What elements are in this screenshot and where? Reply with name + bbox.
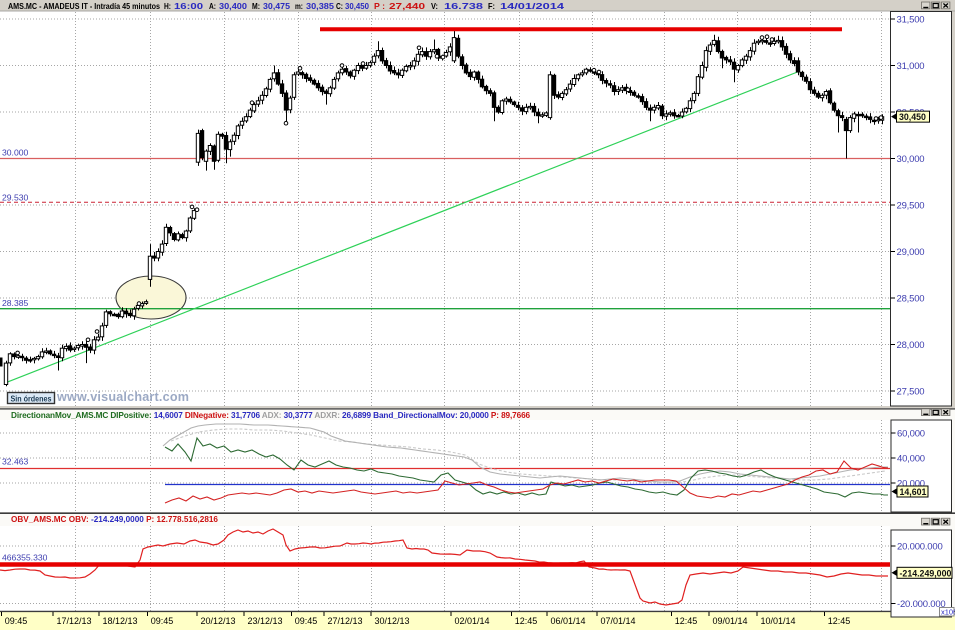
svg-text:30.000: 30.000 <box>2 148 29 158</box>
svg-text:09:45: 09:45 <box>151 616 174 626</box>
svg-text:www.visualchart.com: www.visualchart.com <box>56 390 189 404</box>
svg-text:-214.249,000: -214.249,000 <box>900 568 952 578</box>
svg-text:06/01/14: 06/01/14 <box>550 616 585 626</box>
svg-text:27/12/13: 27/12/13 <box>327 616 362 626</box>
svg-text:18/12/13: 18/12/13 <box>102 616 137 626</box>
svg-text:60,000: 60,000 <box>897 428 925 439</box>
svg-text:32.463: 32.463 <box>2 457 29 467</box>
svg-text:17/12/13: 17/12/13 <box>56 616 91 626</box>
svg-text:466355.330: 466355.330 <box>2 553 48 563</box>
svg-text:20.000.000: 20.000.000 <box>897 541 943 552</box>
svg-text:16.738: 16.738 <box>444 1 484 11</box>
svg-text:Sin órdenes: Sin órdenes <box>11 394 52 403</box>
svg-text:30,385: 30,385 <box>306 1 334 11</box>
svg-text:V:: V: <box>431 1 438 11</box>
svg-text:31,000: 31,000 <box>897 61 925 72</box>
svg-text:14,601: 14,601 <box>900 487 927 497</box>
svg-text:F:: F: <box>488 1 495 11</box>
svg-text:14/01/2014: 14/01/2014 <box>500 1 565 11</box>
svg-text:C:: C: <box>336 1 343 11</box>
svg-text:20/12/13: 20/12/13 <box>200 616 235 626</box>
svg-text:29.530: 29.530 <box>2 193 29 203</box>
svg-text:02/01/14: 02/01/14 <box>454 616 489 626</box>
svg-text:09:45: 09:45 <box>295 616 318 626</box>
svg-text:M:: M: <box>252 1 260 11</box>
svg-text:12:45: 12:45 <box>675 616 698 626</box>
svg-text:30,400: 30,400 <box>219 1 247 11</box>
svg-text:OBV_AMS.MC OBV: -214.249,0000: OBV_AMS.MC OBV: -214.249,0000 P: 12.778.… <box>11 514 218 524</box>
svg-text:m:: m: <box>295 1 303 11</box>
svg-text:-20.000.000: -20.000.000 <box>897 599 946 610</box>
svg-text:09/01/14: 09/01/14 <box>712 616 747 626</box>
svg-text:28.385: 28.385 <box>2 298 29 308</box>
svg-text:20,000: 20,000 <box>897 478 925 489</box>
svg-text:30,000: 30,000 <box>897 154 925 165</box>
svg-text:29,000: 29,000 <box>897 247 925 258</box>
svg-text:P :: P : <box>374 1 385 11</box>
svg-text:27,500: 27,500 <box>897 386 925 397</box>
svg-text:30,475: 30,475 <box>263 1 290 11</box>
svg-text:30,450: 30,450 <box>345 1 369 11</box>
svg-text:12:45: 12:45 <box>515 616 538 626</box>
svg-text:H:: H: <box>164 1 171 11</box>
svg-text:28,500: 28,500 <box>897 293 925 304</box>
svg-text:DirectionanMov_AMS.MC DIPosit: DirectionanMov_AMS.MC DIPositive: 14,600… <box>11 410 530 420</box>
svg-text:23/12/13: 23/12/13 <box>247 616 282 626</box>
svg-text:31,500: 31,500 <box>897 14 925 25</box>
svg-text:29,500: 29,500 <box>897 200 925 211</box>
svg-text:AMS.MC - AMADEUS IT - Intradía: AMS.MC - AMADEUS IT - Intradía 45 minuto… <box>8 1 160 11</box>
svg-text:09:45: 09:45 <box>5 616 28 626</box>
svg-text:27,440: 27,440 <box>389 1 425 11</box>
svg-text:x100: x100 <box>941 608 955 617</box>
svg-text:16:00: 16:00 <box>174 1 203 11</box>
svg-text:10/01/14: 10/01/14 <box>760 616 795 626</box>
svg-text:12:45: 12:45 <box>828 616 851 626</box>
svg-text:28,000: 28,000 <box>897 340 925 351</box>
svg-text:30,450: 30,450 <box>899 112 926 122</box>
svg-text:40,000: 40,000 <box>897 453 925 464</box>
svg-text:30/12/13: 30/12/13 <box>374 616 409 626</box>
svg-text:A:: A: <box>209 1 216 11</box>
svg-text:07/01/14: 07/01/14 <box>600 616 635 626</box>
